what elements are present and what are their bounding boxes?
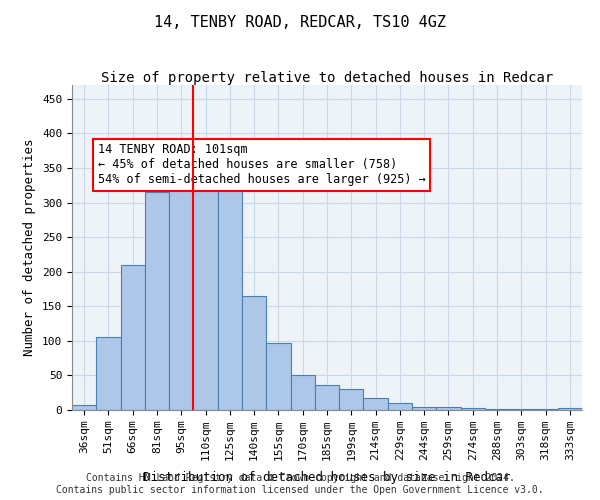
Bar [339, 390, 364, 410]
Bar [72, 405, 96, 410]
Bar [388, 403, 412, 410]
Bar [169, 190, 193, 410]
Y-axis label: Number of detached properties: Number of detached properties [23, 138, 37, 356]
Bar [315, 385, 339, 410]
Title: Size of property relative to detached houses in Redcar: Size of property relative to detached ho… [101, 71, 553, 85]
Bar [266, 343, 290, 410]
Bar [461, 408, 485, 410]
Bar [364, 398, 388, 410]
Bar [145, 192, 169, 410]
Text: 14 TENBY ROAD: 101sqm
← 45% of detached houses are smaller (758)
54% of semi-det: 14 TENBY ROAD: 101sqm ← 45% of detached … [97, 144, 425, 186]
X-axis label: Distribution of detached houses by size in Redcar: Distribution of detached houses by size … [143, 472, 511, 484]
Text: Contains HM Land Registry data © Crown copyright and database right 2024.
Contai: Contains HM Land Registry data © Crown c… [56, 474, 544, 495]
Bar [218, 190, 242, 410]
Bar [193, 172, 218, 410]
Bar [121, 265, 145, 410]
Bar [242, 296, 266, 410]
Bar [96, 338, 121, 410]
Bar [533, 408, 558, 410]
Text: 14, TENBY ROAD, REDCAR, TS10 4GZ: 14, TENBY ROAD, REDCAR, TS10 4GZ [154, 15, 446, 30]
Bar [290, 376, 315, 410]
Bar [558, 408, 582, 410]
Bar [412, 406, 436, 410]
Bar [436, 406, 461, 410]
